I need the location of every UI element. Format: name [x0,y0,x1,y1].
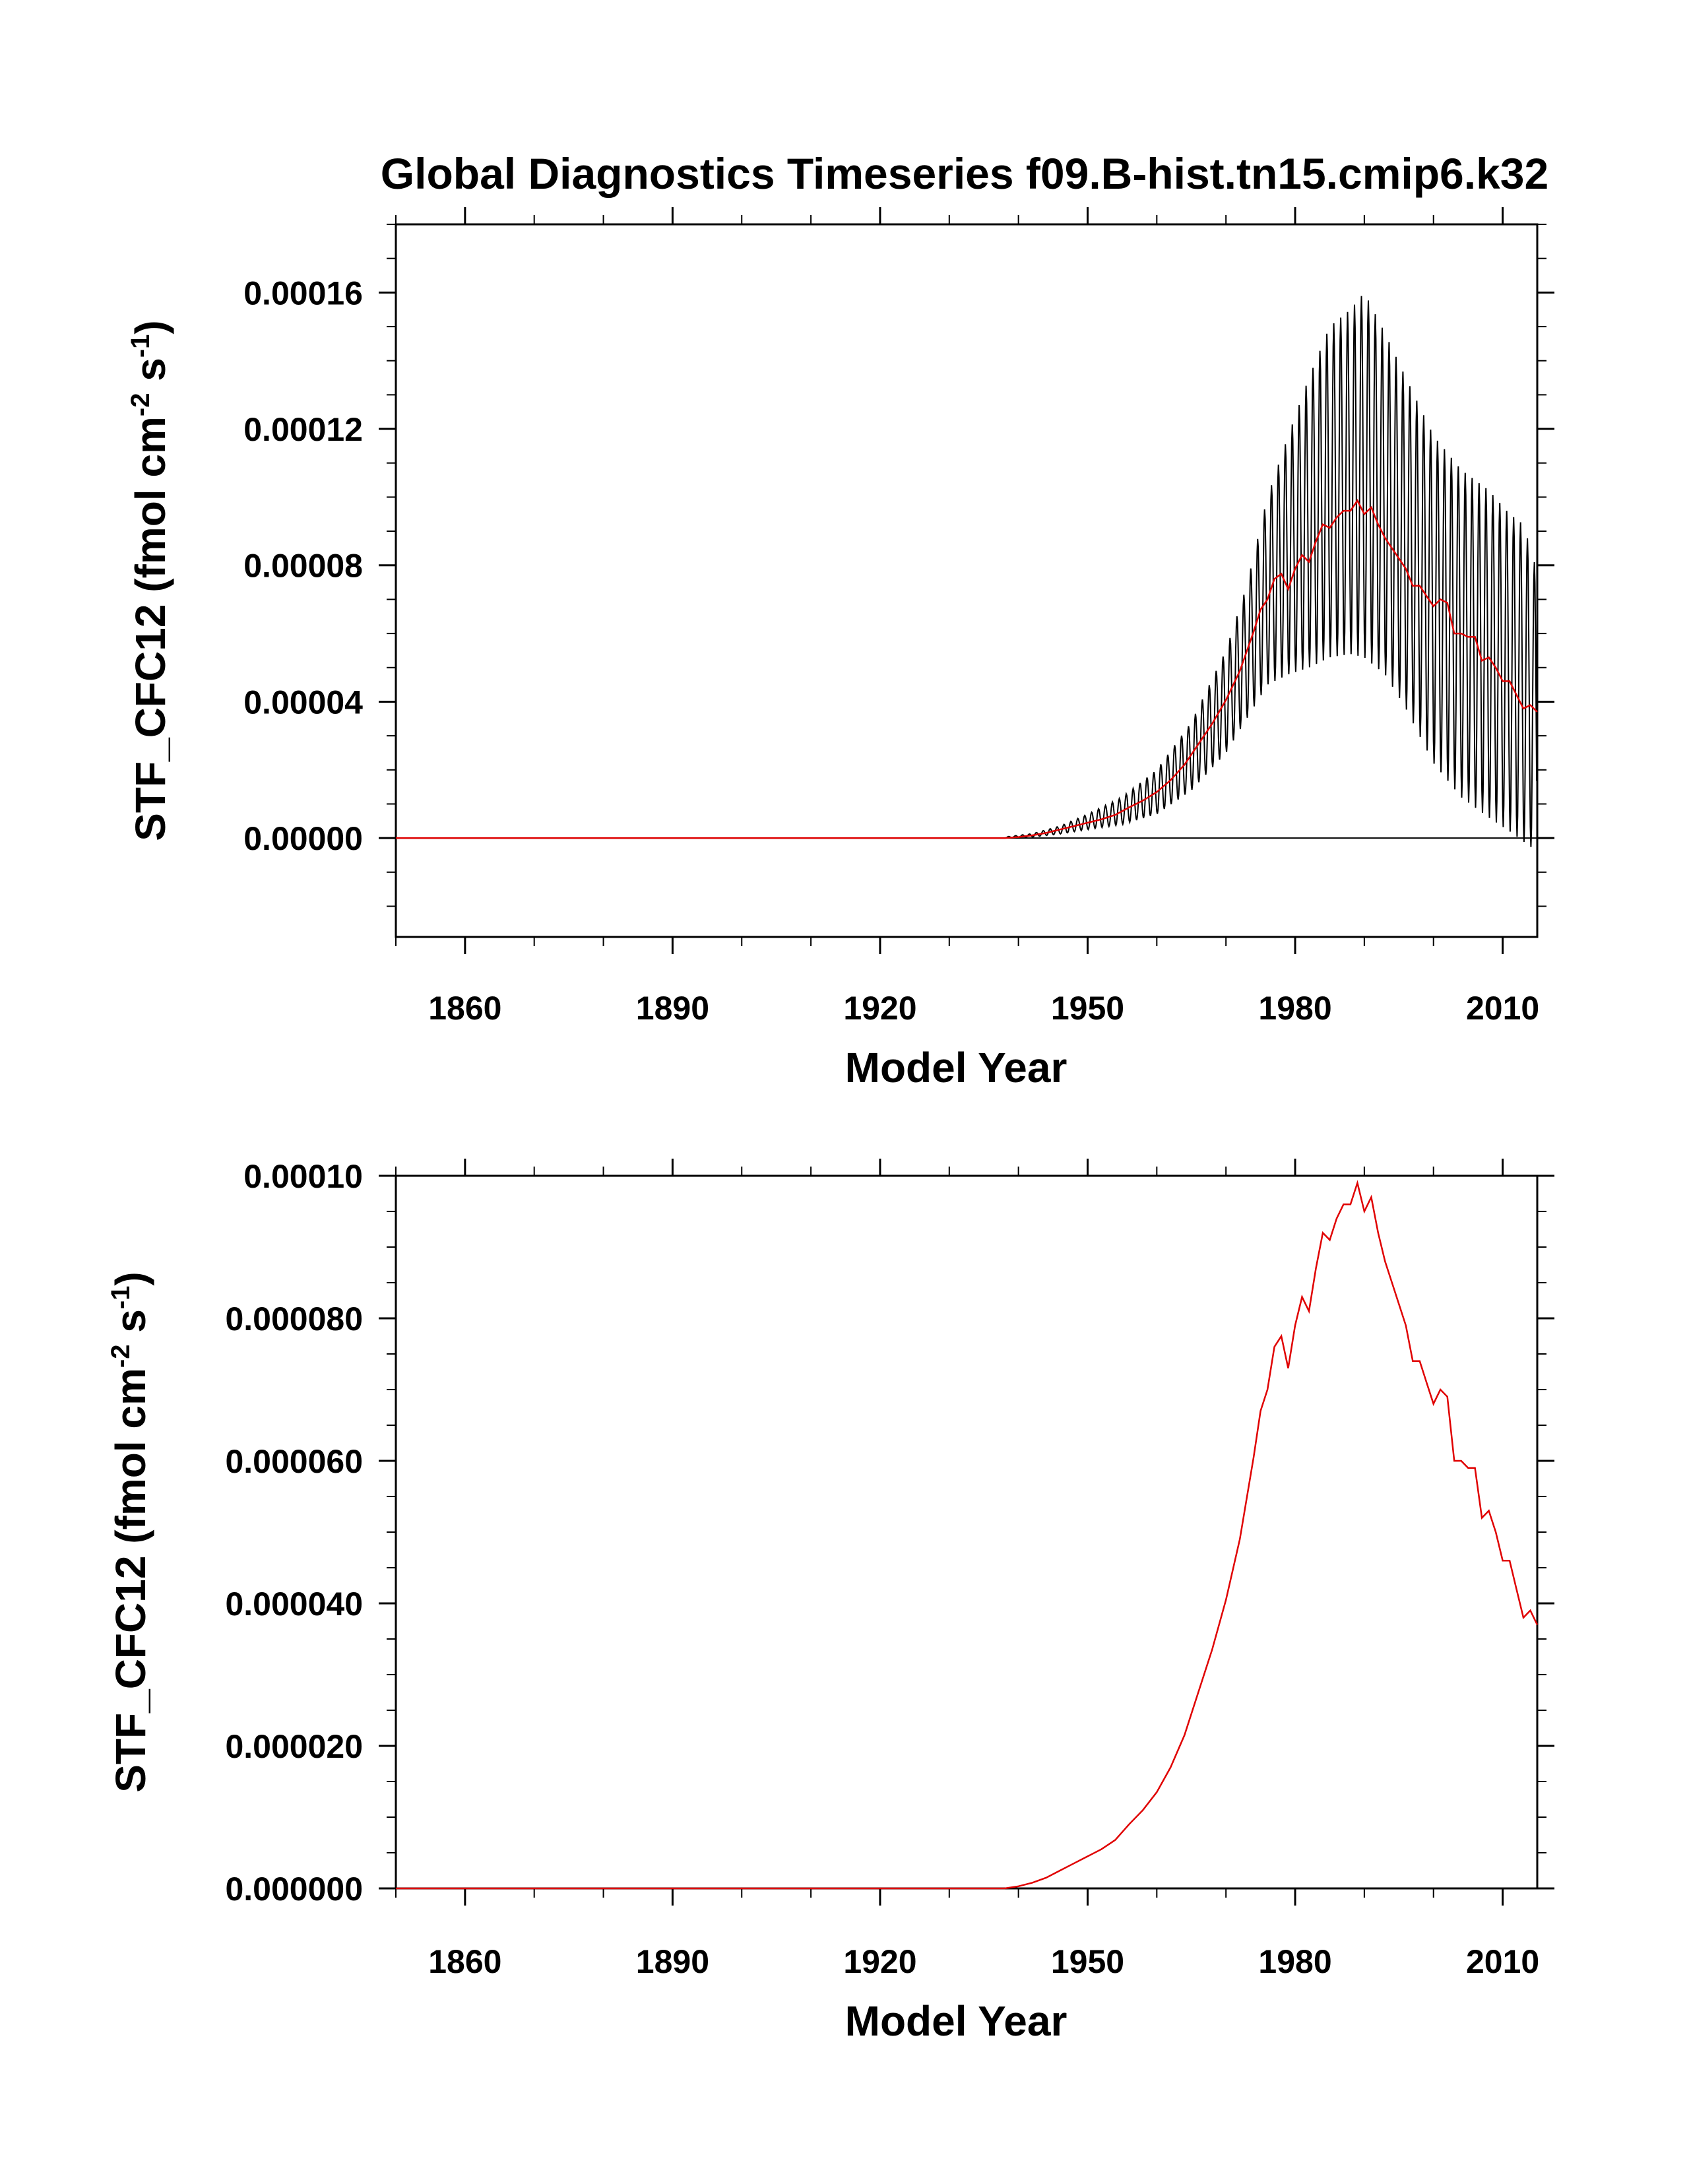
y-axis-label-part: ) [127,320,174,334]
x-tick-label: 2010 [1466,1943,1539,1980]
plot-frame [395,1174,1539,1890]
y-axis-label-superscript: -2 [106,1345,135,1368]
y-axis-label-part: STF_CFC12 (fmol cm [127,416,174,841]
x-tick-label: 1950 [1051,990,1124,1027]
x-tick-label: 1860 [428,990,501,1027]
y-tick-label: 0.000000 [225,1871,363,1908]
x-axis-label: Model Year [845,1997,1068,2045]
annual-mean-line [396,1180,1539,1890]
y-axis-label: STF_CFC12 (fmol cm-2 s-1) [106,1271,154,1793]
x-tick-label: 1890 [636,990,709,1027]
plot-frame [395,223,1539,938]
top-panel: 1860 1890 1920 1950 1980 2010 0.00000 0.00004 0.… [126,207,1554,1091]
y-tick-label: 0.000020 [225,1728,363,1765]
y-axis-label-part: STF_CFC12 (fmol cm [107,1368,154,1793]
monthly-series-line [396,296,1538,847]
chart-title: Global Diagnostics Timeseries f09.B-hist… [381,149,1548,198]
bottom-panel: 1860 1890 1920 1950 1980 2010 0.000000 0.000020… [106,1158,1554,2045]
x-tick-label: 2010 [1466,990,1539,1027]
y-tick-label: 0.00008 [243,548,363,585]
y-axis-label-part: s [107,1309,154,1344]
x-tick-label: 1950 [1051,1943,1124,1980]
x-tick-label: 1860 [428,1943,501,1980]
x-axis-label: Model Year [845,1044,1068,1091]
y-axis-label-part: ) [107,1271,154,1285]
y-tick-label: 0.000060 [225,1443,363,1480]
annual-mean-line [396,499,1538,839]
x-tick-label: 1920 [843,1943,916,1980]
y-tick-label: 0.00016 [243,274,363,311]
x-tick-label: 1920 [843,990,916,1027]
x-tick-label: 1980 [1258,1943,1331,1980]
y-axis-label: STF_CFC12 (fmol cm-2 s-1) [126,320,174,841]
y-axis-label-superscript: -1 [126,335,155,358]
y-axis-label-superscript: -1 [106,1286,135,1310]
y-tick-label: 0.00010 [243,1158,363,1195]
y-axis-label-part: s [127,358,174,393]
x-tick-label: 1980 [1258,990,1331,1027]
y-tick-label: 0.00000 [243,820,363,857]
y-tick-label: 0.000080 [225,1301,363,1337]
y-tick-label: 0.000040 [225,1586,363,1622]
y-axis-label-superscript: -2 [126,393,155,417]
y-tick-label: 0.00004 [243,684,363,721]
x-tick-label: 1890 [636,1943,709,1980]
y-tick-label: 0.00012 [243,411,363,448]
